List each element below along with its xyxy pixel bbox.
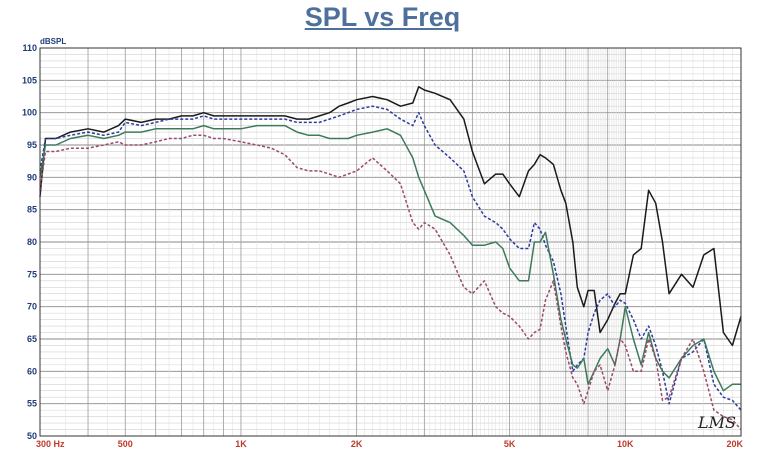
plot-frame bbox=[39, 47, 742, 437]
y-tick-label: 95 bbox=[27, 140, 37, 150]
y-tick-label: 105 bbox=[22, 75, 37, 85]
series-line-3 bbox=[39, 124, 741, 392]
series-line-2 bbox=[39, 105, 742, 411]
grid bbox=[39, 47, 742, 437]
y-tick-label: 50 bbox=[27, 431, 37, 441]
series-group bbox=[39, 86, 742, 430]
y-tick-label: 55 bbox=[27, 399, 37, 409]
x-tick-label: 10K bbox=[617, 439, 634, 449]
x-tick-label: 1K bbox=[235, 439, 247, 449]
x-tick-label: 20K bbox=[726, 439, 743, 449]
x-tick-label: 5K bbox=[504, 439, 516, 449]
x-tick-label: 300 Hz bbox=[36, 439, 65, 449]
y-tick-label: 100 bbox=[22, 108, 37, 118]
x-tick-label: 2K bbox=[351, 439, 363, 449]
y-axis: 50 55 60 65 70 75 80 85 90 95 100 105 110 bbox=[22, 43, 37, 441]
y-tick-label: 110 bbox=[22, 43, 37, 53]
y-tick-label: 85 bbox=[27, 205, 37, 215]
series-line-1 bbox=[39, 86, 742, 347]
y-tick-label: 70 bbox=[27, 302, 37, 312]
series-line-4 bbox=[39, 134, 742, 430]
x-axis: 300 Hz 500 1K 2K 5K 10K 20K bbox=[36, 439, 743, 449]
y-tick-label: 75 bbox=[27, 269, 37, 279]
y-axis-unit: dBSPL bbox=[40, 37, 66, 46]
x-tick-label: 500 bbox=[118, 439, 133, 449]
y-tick-label: 80 bbox=[27, 237, 37, 247]
y-tick-label: 60 bbox=[27, 366, 37, 376]
y-tick-label: 90 bbox=[27, 172, 37, 182]
y-tick-label: 65 bbox=[27, 334, 37, 344]
lms-watermark: LMS bbox=[697, 413, 736, 432]
chart-title: SPL vs Freq bbox=[304, 2, 461, 32]
